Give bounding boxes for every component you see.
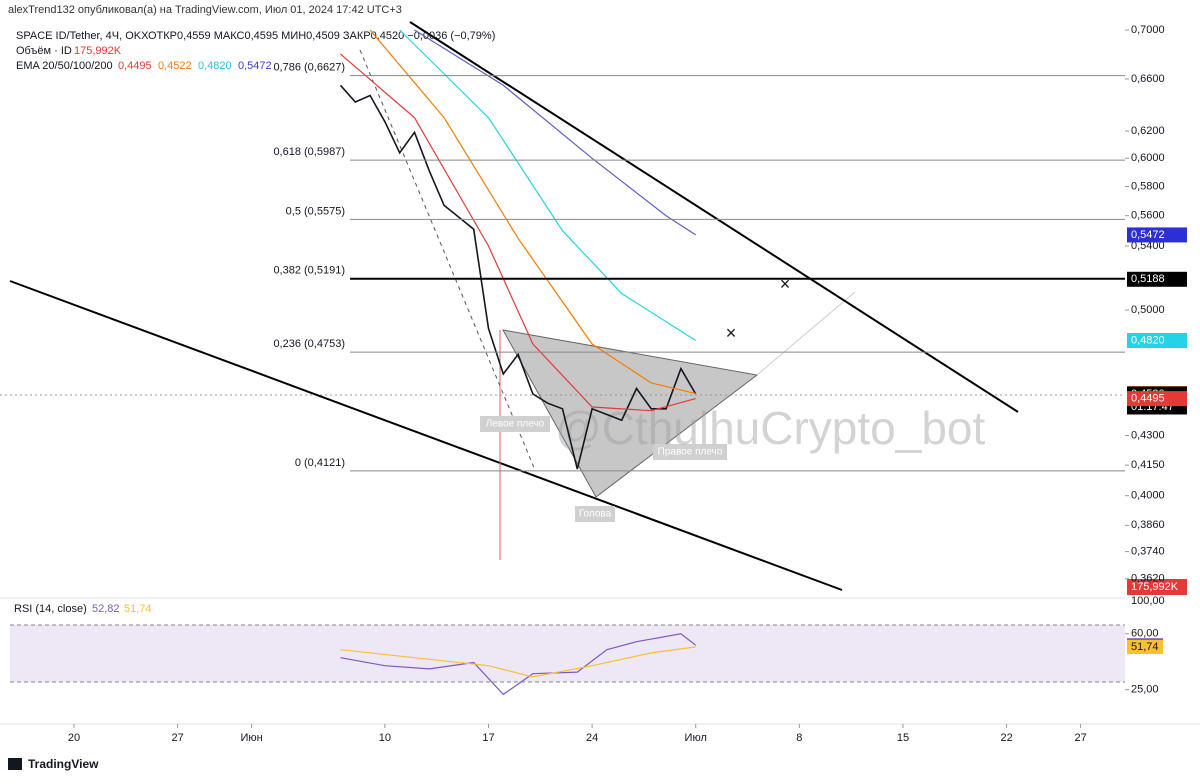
y-tick-label: 0,4150 [1131, 459, 1165, 471]
series-line [414, 29, 697, 236]
series-line [340, 53, 696, 412]
ema-label: EMA 20/50/100/200 [16, 60, 113, 72]
fib-label: 0,236 (0,4753) [273, 338, 345, 350]
x-tick-label: 8 [796, 732, 802, 744]
x-mark: × [726, 323, 737, 343]
pattern-label: Левое плечо [486, 419, 545, 430]
x-tick-label: 24 [586, 732, 598, 744]
x-mark: × [780, 274, 791, 294]
trend-line [9, 280, 843, 591]
y-tick-label: 0,7000 [1131, 24, 1165, 36]
y-tick-label: 0,6200 [1131, 125, 1165, 137]
x-tick-label: 17 [482, 732, 494, 744]
series-line [369, 29, 696, 395]
rsi-badge [1127, 639, 1163, 654]
watermark: @CthulhuCrypto_bot [555, 402, 985, 454]
y-tick-label: 0,3860 [1131, 519, 1165, 531]
ema-value: 0,4820 [198, 60, 232, 72]
rsi-band [10, 625, 1125, 682]
ohlc: ОТКР0,4559 МАКС0,4595 МИН0,4509 ЗАКР0,45… [148, 30, 495, 42]
y-tick-label: 0,4300 [1131, 429, 1165, 441]
label-box [653, 444, 727, 460]
x-tick-label: 27 [172, 732, 184, 744]
volume-value: 175,992K [74, 45, 122, 57]
price-badge [1127, 333, 1187, 349]
x-tick-label: 15 [897, 732, 909, 744]
fib-label: 0,618 (0,5987) [273, 146, 345, 158]
rsi-top-label: 100,00 [1131, 595, 1165, 607]
label-box [575, 506, 615, 522]
volume-label: Объём · ID [16, 45, 72, 57]
x-tick-label: 27 [1074, 732, 1086, 744]
rsi-value: 51,74 [124, 603, 152, 615]
symbol: SPACE ID/Tether, 4Ч, OKX [16, 30, 149, 42]
label-box [480, 416, 550, 432]
y-tick-label: 0,5000 [1131, 304, 1165, 316]
ema-value: 0,4522 [158, 60, 192, 72]
series-line [340, 646, 696, 678]
rsi-badge-text: 51,74 [1131, 641, 1159, 653]
x-tick-label: Июл [685, 732, 707, 744]
rsi-value: 52,82 [92, 603, 120, 615]
y-tick-label: 60,00 [1131, 628, 1159, 640]
fib-label: 0 (0,4121) [295, 457, 345, 469]
y-tick-label: 0,3620 [1131, 573, 1165, 585]
volume-badge [1127, 579, 1187, 595]
y-tick-label: 0,4000 [1131, 490, 1165, 502]
price-badge-text: 0,4495 [1131, 393, 1165, 405]
price-badge [1127, 271, 1187, 287]
x-tick-label: 22 [1000, 732, 1012, 744]
logo [8, 758, 22, 770]
series-line [399, 29, 697, 342]
x-tick-label: 20 [68, 732, 80, 744]
y-tick-label: 0,6000 [1131, 152, 1165, 164]
y-tick-label: 0,5800 [1131, 180, 1165, 192]
y-tick-label: 0,3740 [1131, 546, 1165, 558]
published: alexTrend132 опубликовал(а) на TradingVi… [8, 4, 402, 16]
price-badge [1127, 391, 1187, 407]
series-line [339, 84, 697, 470]
price-badge-text: 0,5472 [1131, 229, 1165, 241]
dashed-line [359, 49, 536, 471]
x-tick-label: 10 [379, 732, 391, 744]
price-badge-text: 0,5188 [1131, 273, 1165, 285]
y-tick-label: 0,5600 [1131, 210, 1165, 222]
ema-value: 0,4495 [118, 60, 152, 72]
volume-badge-text: 175,992K [1131, 581, 1179, 593]
fib-label: 0,786 (0,6627) [273, 61, 345, 73]
rsi-title: RSI (14, close) [14, 603, 87, 615]
pattern-label: Правое плечо [658, 447, 723, 458]
fib-label: 0,5 (0,5575) [286, 205, 345, 217]
price-badge [1127, 227, 1187, 243]
x-tick-label: Июн [241, 732, 263, 744]
y-tick-label: 25,00 [1131, 684, 1159, 696]
fib-label: 0,382 (0,5191) [273, 265, 345, 277]
footer: TradingView [28, 757, 99, 771]
price-badge-text: 0,4820 [1131, 334, 1165, 346]
projection-line [756, 291, 856, 376]
y-tick-label: 0,5400 [1131, 240, 1165, 252]
trend-line [409, 21, 1019, 413]
ema-value: 0,5472 [238, 60, 272, 72]
y-tick-label: 0,6600 [1131, 73, 1165, 85]
pattern-label: Голова [579, 509, 612, 520]
series-line [340, 633, 697, 696]
